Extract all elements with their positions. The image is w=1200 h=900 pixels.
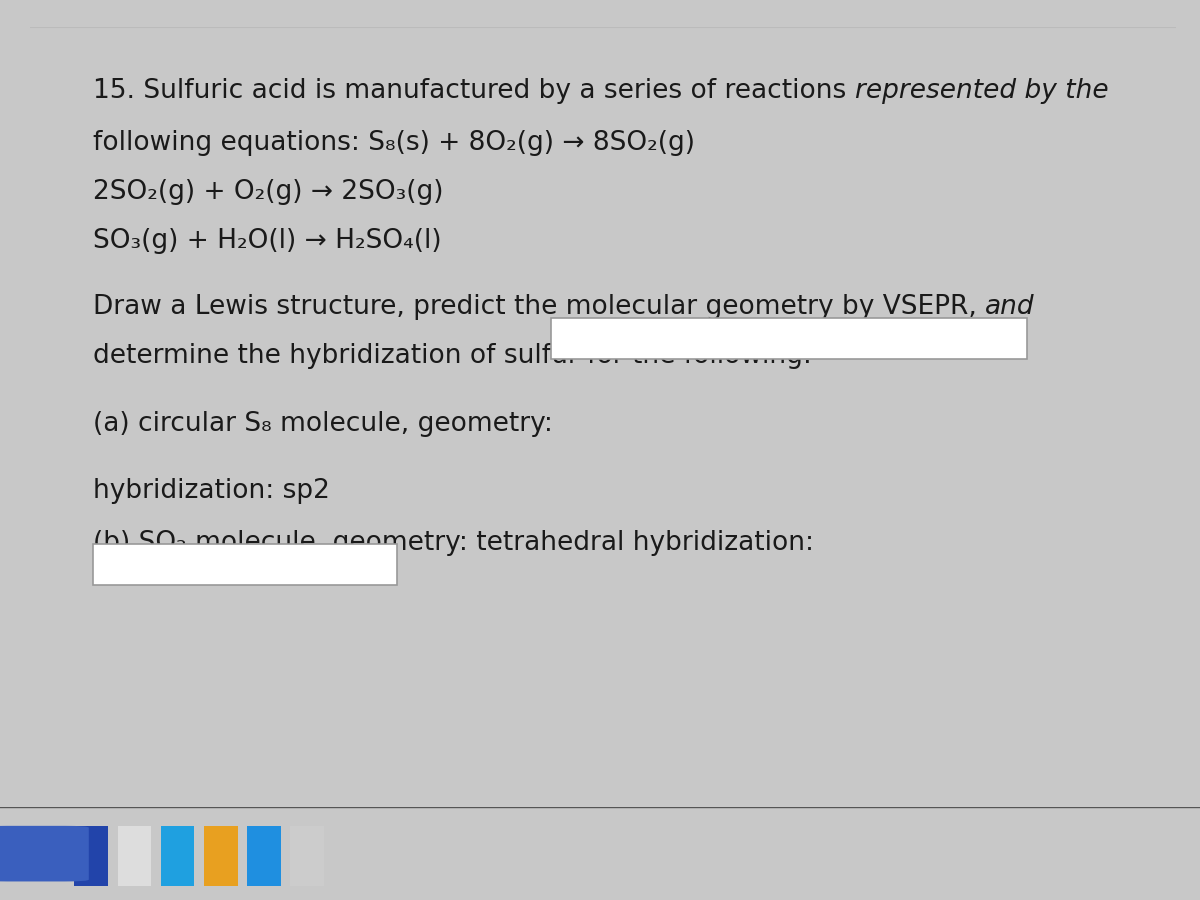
FancyBboxPatch shape [552, 318, 1027, 358]
Text: Draw a Lewis structure, predict the molecular geometry by VSEPR,: Draw a Lewis structure, predict the mole… [94, 294, 985, 320]
FancyBboxPatch shape [161, 826, 194, 886]
Text: 99+: 99+ [24, 849, 48, 859]
Text: determine the hybridization of sulfur for the following:: determine the hybridization of sulfur fo… [94, 343, 812, 369]
Text: and: and [985, 294, 1034, 320]
FancyBboxPatch shape [247, 826, 281, 886]
Text: SO₃(g) + H₂O(l) → H₂SO₄(l): SO₃(g) + H₂O(l) → H₂SO₄(l) [94, 229, 442, 255]
Text: (a) circular S₈ molecule, geometry:: (a) circular S₈ molecule, geometry: [94, 411, 553, 436]
FancyBboxPatch shape [0, 826, 89, 881]
Text: [ Select ]: [ Select ] [565, 327, 678, 350]
FancyBboxPatch shape [118, 826, 151, 886]
FancyBboxPatch shape [204, 826, 238, 886]
Text: following equations: S₈(s) + 8O₂(g) → 8SO₂(g): following equations: S₈(s) + 8O₂(g) → 8S… [94, 130, 695, 156]
Text: 2SO₂(g) + O₂(g) → 2SO₃(g): 2SO₂(g) + O₂(g) → 2SO₃(g) [94, 179, 444, 205]
Text: ∨: ∨ [997, 329, 1010, 347]
Text: ∨: ∨ [367, 555, 380, 573]
FancyBboxPatch shape [94, 544, 397, 585]
FancyBboxPatch shape [74, 826, 108, 886]
Text: hybridization: sp2: hybridization: sp2 [94, 478, 330, 504]
Text: 15. Sulfuric acid is manufactured by a series of reactions: 15. Sulfuric acid is manufactured by a s… [94, 77, 854, 104]
FancyBboxPatch shape [290, 826, 324, 886]
Text: [ Select ]: [ Select ] [107, 553, 220, 577]
Text: (b) SO₂ molecule, geometry: tetrahedral hybridization:: (b) SO₂ molecule, geometry: tetrahedral … [94, 530, 814, 556]
Text: represented by the: represented by the [854, 77, 1109, 104]
